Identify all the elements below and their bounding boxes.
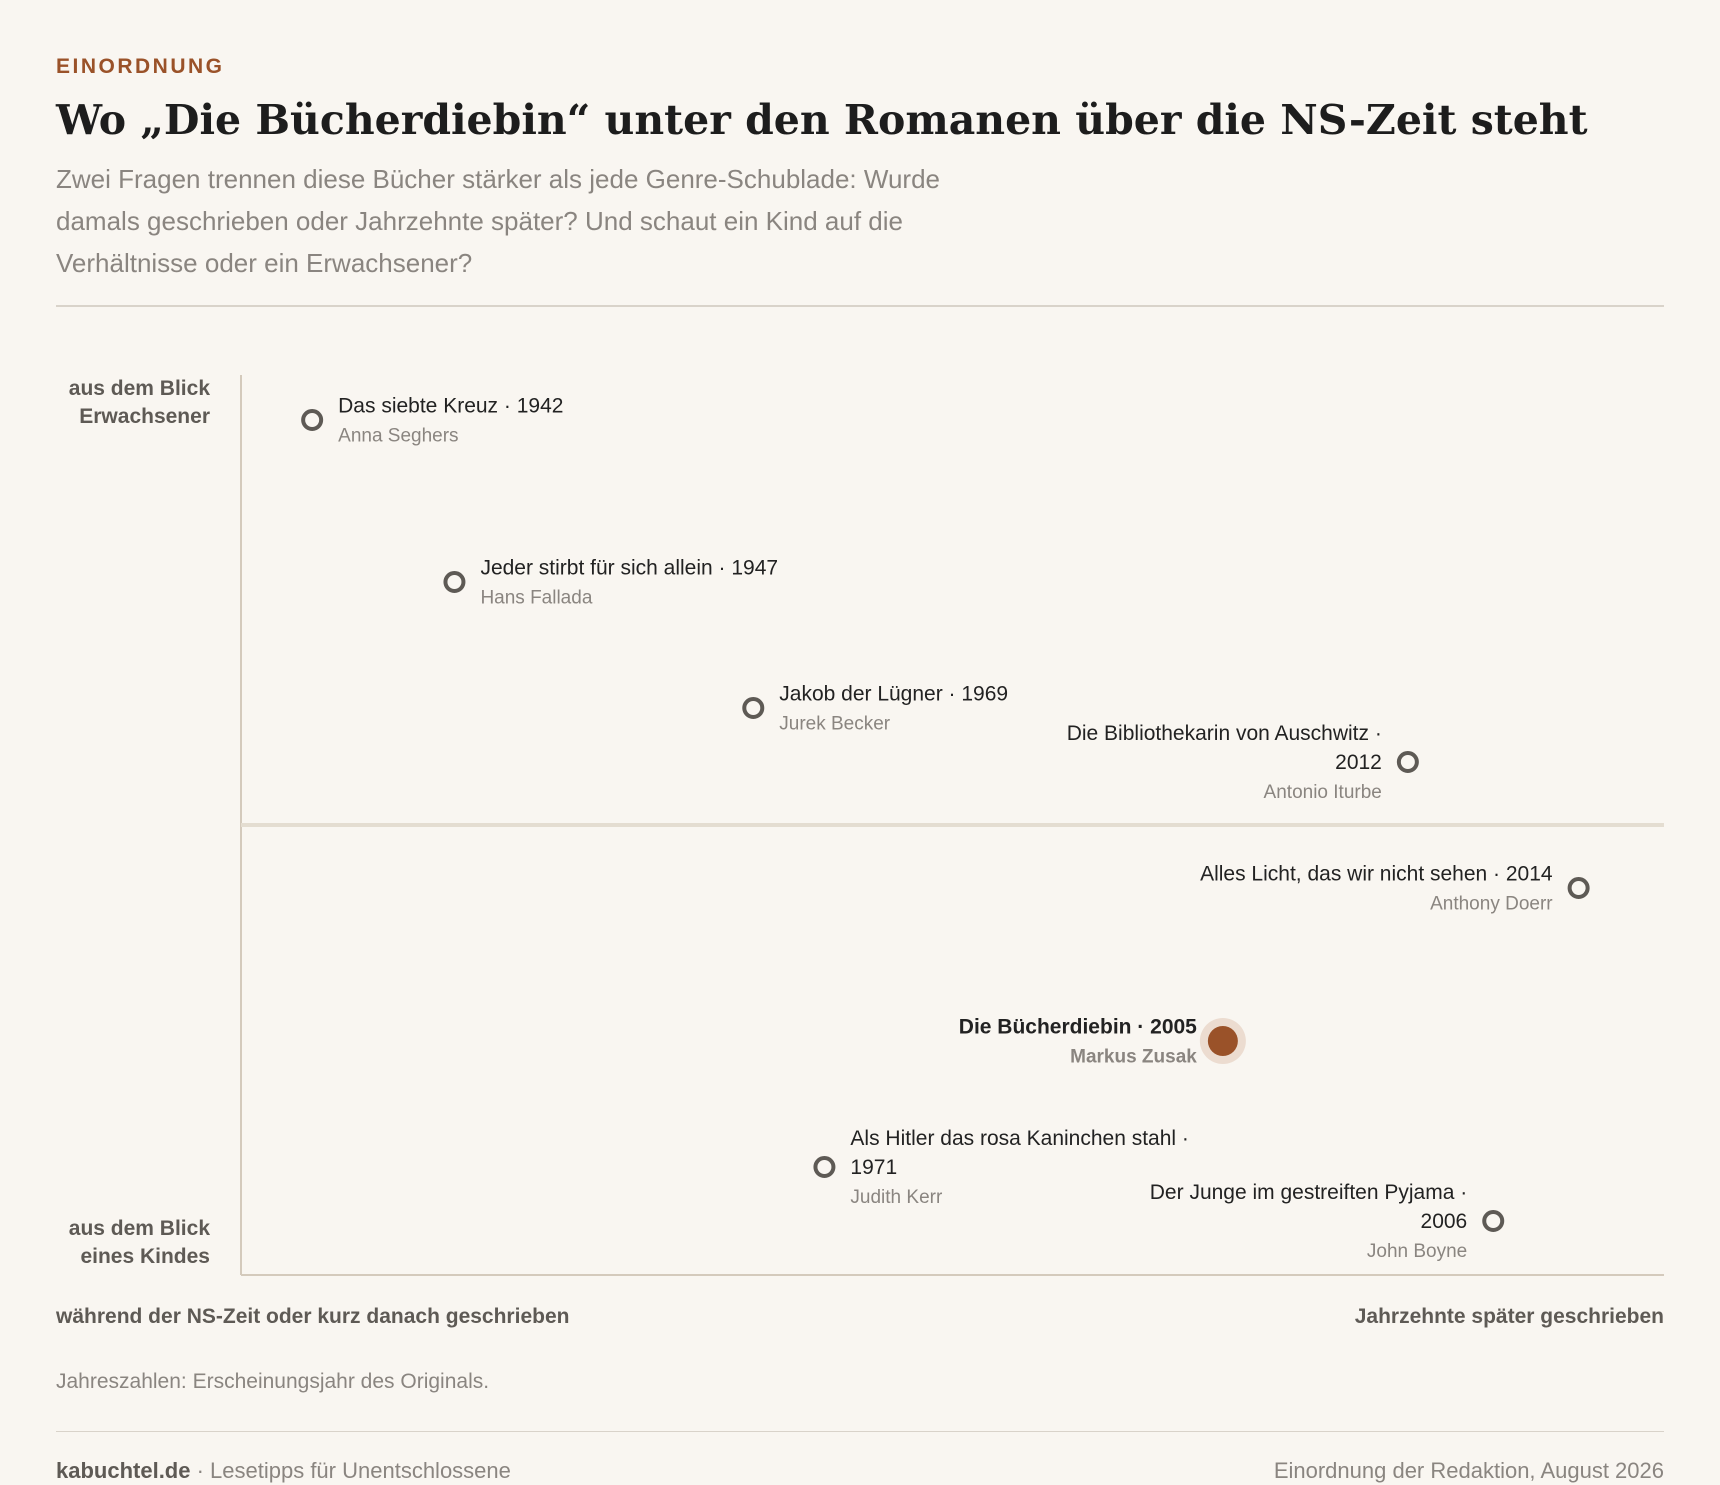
point-3-author: Jurek Becker xyxy=(779,714,891,735)
point-2-title-line-1: Jeder stirbt für sich allein · 1947 xyxy=(480,557,778,580)
point-1-title-line-1: Das siebte Kreuz · 1942 xyxy=(338,395,563,418)
point-8-author: John Boyne xyxy=(1367,1241,1467,1262)
point-8-marker xyxy=(1482,1210,1505,1232)
scatter-chart: Das siebte Kreuz · 1942 Anna Seghers Jeder… xyxy=(240,375,1664,1276)
brand-link[interactable]: kabuchtel.de xyxy=(56,1458,191,1483)
kicker: EINORDNUNG xyxy=(56,55,225,78)
point-5-marker xyxy=(1567,877,1590,899)
point-1-author: Anna Seghers xyxy=(338,426,458,447)
point-6-marker xyxy=(1207,1026,1238,1056)
page-title: Wo „Die Bücherdiebin“ unter den Romanen … xyxy=(56,96,1588,144)
y-axis-label-bottom: aus dem Blick eines Kindes xyxy=(68,1217,210,1268)
point-7-title-line-2: 1971 xyxy=(850,1156,897,1179)
bottom-divider xyxy=(56,1431,1664,1432)
point-3-title-line-1: Jakob der Lügner · 1969 xyxy=(779,683,1008,706)
point-7-marker xyxy=(813,1156,836,1178)
x-axis-label-right: Jahrzehnte später geschrieben xyxy=(1354,1305,1664,1328)
point-5-author: Anthony Doerr xyxy=(1430,894,1553,915)
top-divider xyxy=(56,305,1664,307)
footer-tagline: · Lesetipps für Unentschlossene xyxy=(190,1458,511,1483)
point-5-title-line-1: Alles Licht, das wir nicht sehen · 2014 xyxy=(1200,863,1553,886)
point-8-title-line-1: Der Junge im gestreiften Pyjama · xyxy=(1150,1181,1467,1204)
point-3-marker xyxy=(742,697,765,719)
x-axis-label-left: während der NS-Zeit oder kurz danach ges… xyxy=(56,1305,570,1328)
point-6-title-line-1: Die Bücherdiebin · 2005 xyxy=(959,1016,1197,1039)
point-4-marker xyxy=(1396,751,1419,773)
point-2-author: Hans Fallada xyxy=(480,588,592,609)
point-7-author: Judith Kerr xyxy=(850,1187,943,1208)
y-axis-label-top: aus dem Blick Erwachsener xyxy=(68,377,210,428)
point-2-marker xyxy=(443,571,466,593)
point-8-title-line-2: 2006 xyxy=(1421,1210,1468,1233)
subtitle: Zwei Fragen trennen diese Bücher stärker… xyxy=(56,164,940,278)
footer-credit: Einordnung der Redaktion, August 2026 xyxy=(1273,1458,1664,1483)
point-4-title-line-2: 2012 xyxy=(1335,751,1382,774)
footer-left: kabuchtel.de · Lesetipps für Unentschlos… xyxy=(56,1458,511,1484)
point-1-marker xyxy=(301,409,324,431)
footnote: Jahreszahlen: Erscheinungsjahr des Origi… xyxy=(56,1370,490,1393)
point-6-author: Markus Zusak xyxy=(1070,1047,1197,1068)
point-4-author: Antonio Iturbe xyxy=(1264,782,1382,803)
point-4-title-line-1: Die Bibliothekarin von Auschwitz · xyxy=(1067,722,1382,745)
point-7-title-line-1: Als Hitler das rosa Kaninchen stahl · xyxy=(850,1127,1188,1150)
